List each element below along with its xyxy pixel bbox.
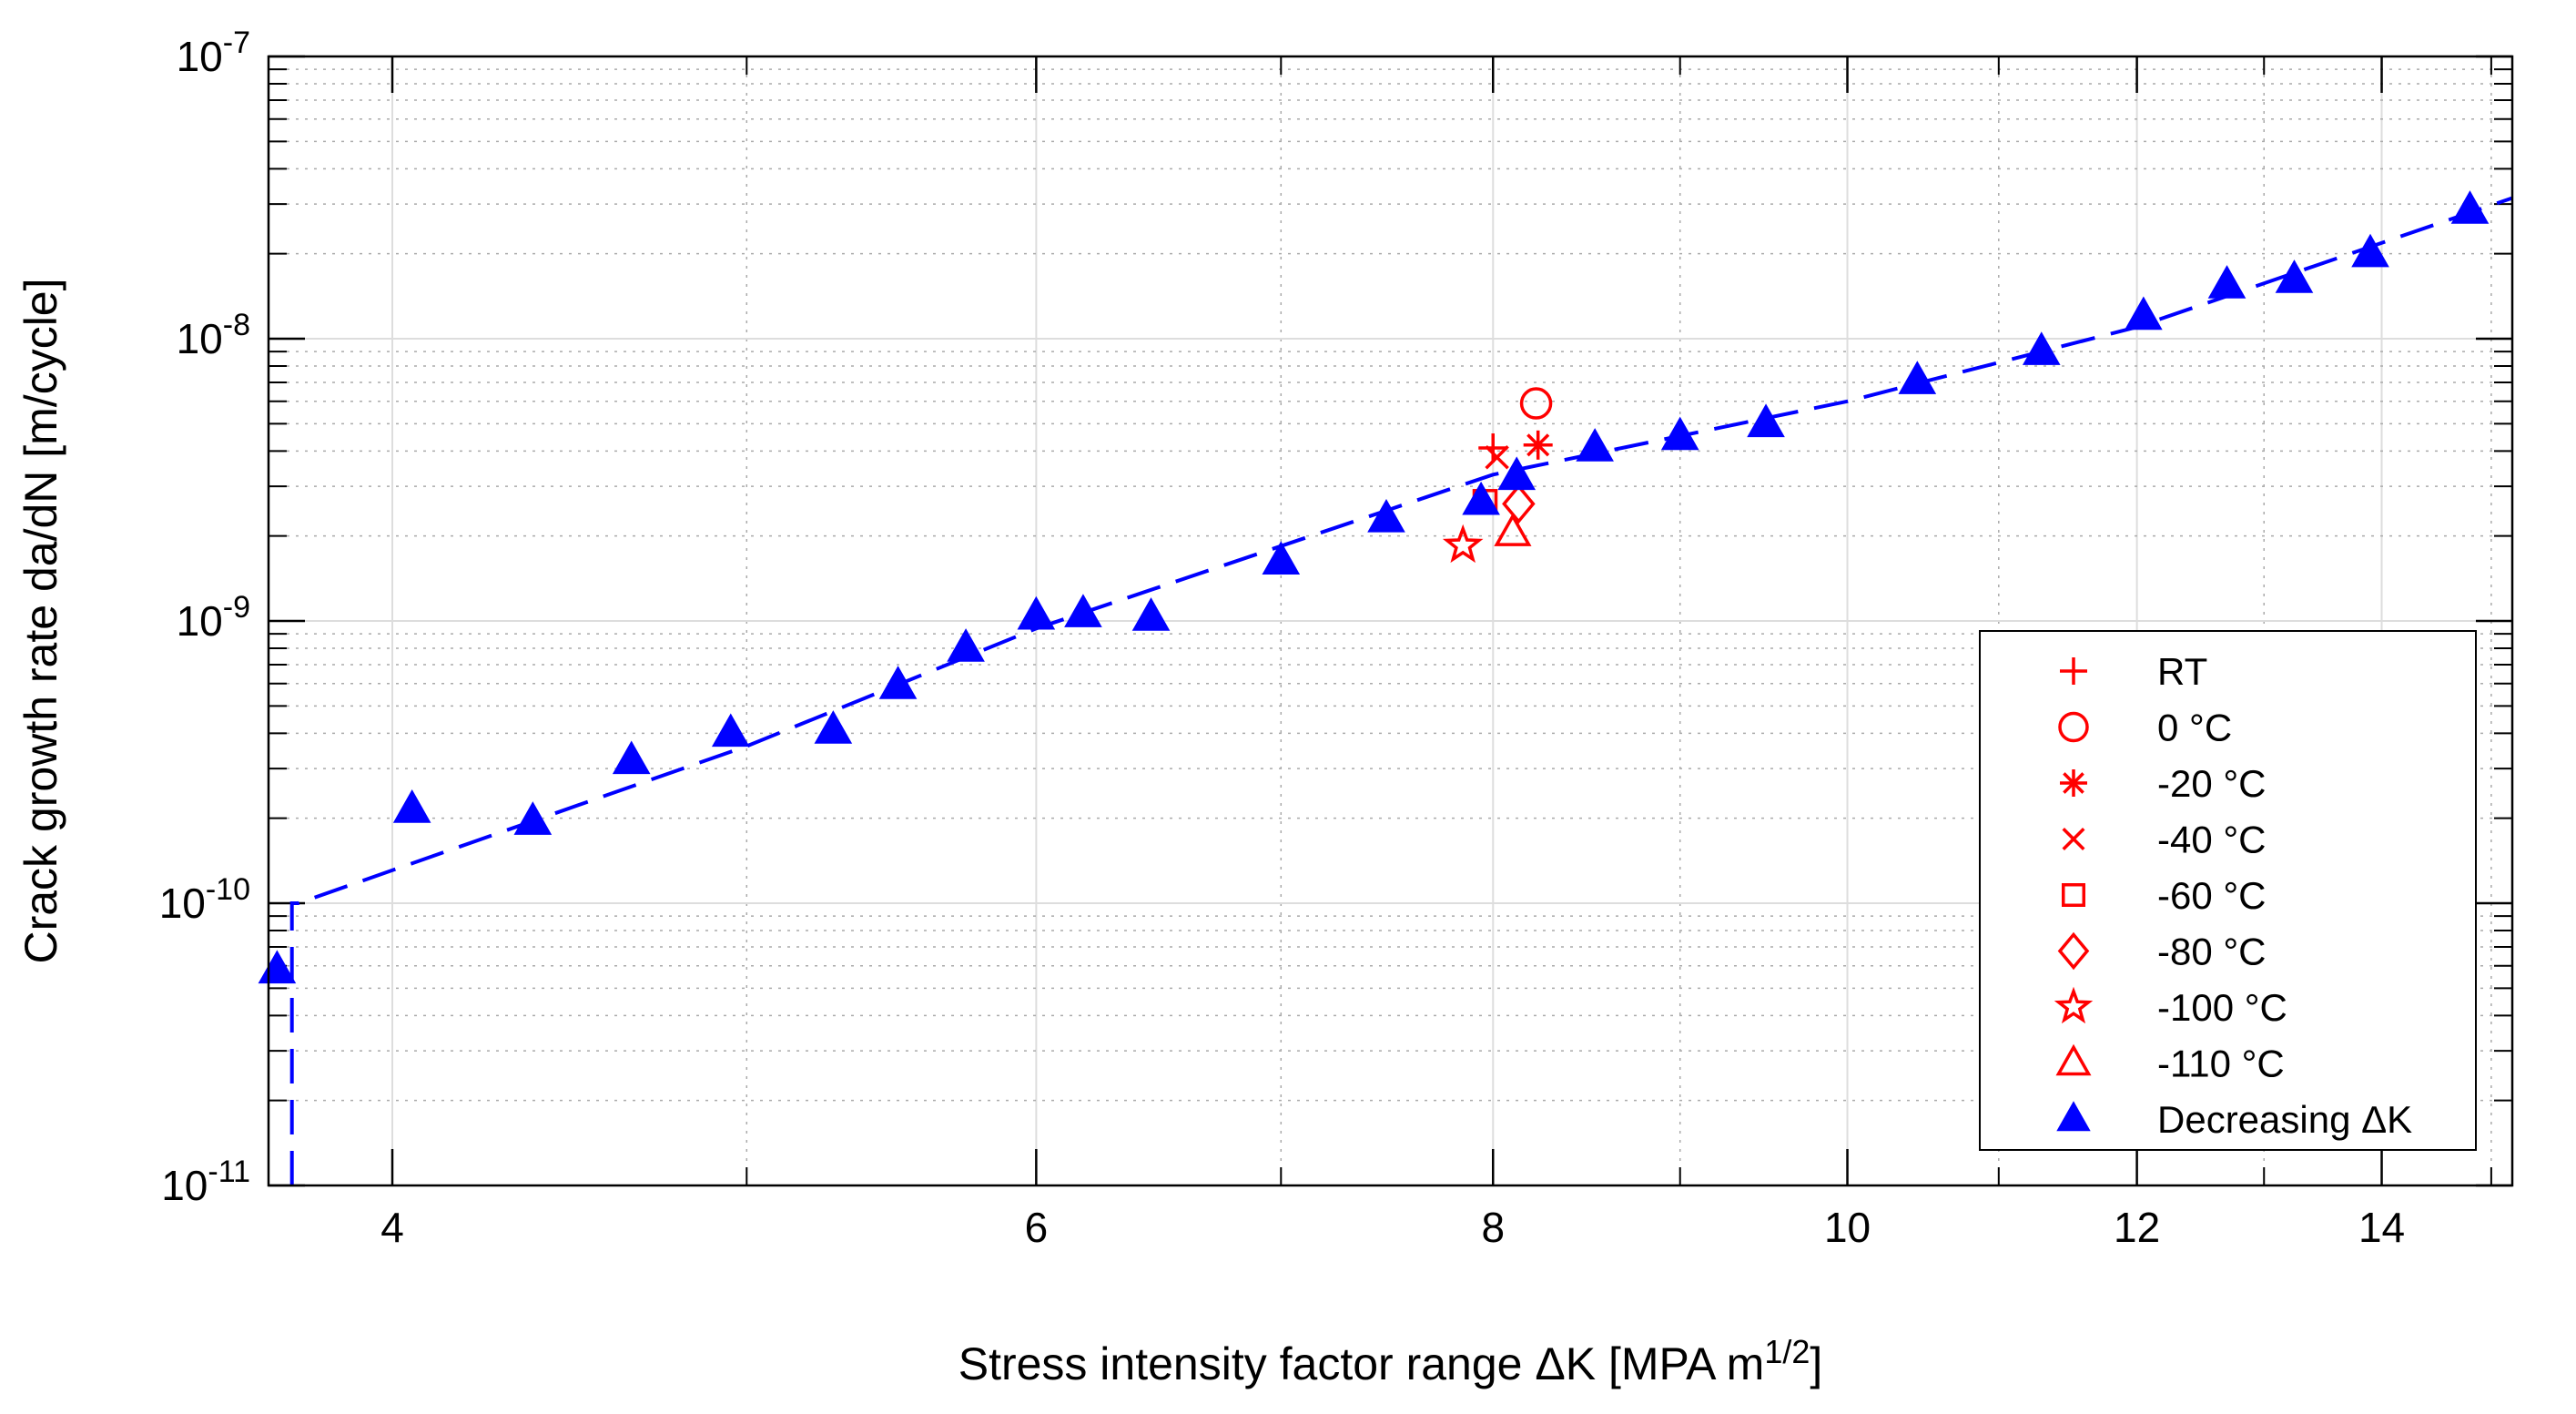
data-point: [814, 710, 853, 744]
data-point: [2125, 296, 2163, 331]
y-tick-label: 10-8: [177, 308, 250, 362]
data-point: [1478, 433, 1508, 463]
legend-entry: -20 °C: [2060, 762, 2267, 805]
data-point: [1660, 416, 1699, 451]
legend-marker: [2054, 986, 2094, 1024]
legend-marker: [2055, 1043, 2092, 1076]
data-point: [1442, 524, 1484, 564]
data-point: [1367, 498, 1405, 533]
data-point: [2207, 265, 2246, 299]
data-point: [392, 789, 431, 823]
y-tick-label: 10-10: [159, 872, 250, 927]
data-point: [1747, 403, 1785, 438]
legend-label: RT: [2157, 650, 2207, 693]
legend-entry: 0 °C: [2058, 707, 2232, 749]
legend: RT 0 °C -20 °C -40 °C -60 °C -80 °C -100 °C -11…: [1979, 630, 2477, 1151]
x-tick-label: 6: [1025, 1204, 1049, 1251]
data-point: [1064, 594, 1102, 627]
data-markers: [258, 190, 2490, 984]
legend-entry: -60 °C: [2062, 874, 2267, 917]
data-point: [2022, 331, 2061, 365]
legend-marker: [2062, 883, 2085, 907]
legend-label: Decreasing ΔK: [2157, 1098, 2412, 1141]
data-point: [1494, 513, 1532, 546]
data-point: [513, 801, 553, 835]
x-tick-labels: 4 6 8 10 12 14: [380, 1204, 2405, 1251]
y-tick-label: 10-7: [177, 25, 250, 80]
data-point: [612, 740, 651, 775]
x-tick-label: 8: [1481, 1204, 1505, 1251]
data-point: [1519, 387, 1553, 420]
legend-entry: -80 °C: [2057, 931, 2267, 973]
legend-label: 0 °C: [2157, 707, 2232, 749]
data-point: [878, 666, 918, 699]
legend-marker: [2057, 931, 2090, 971]
data-point: [1898, 361, 1937, 394]
legend-marker: [2056, 1101, 2091, 1132]
x-tick-label: 4: [380, 1204, 404, 1251]
data-point: [258, 950, 297, 984]
data-point: [2275, 259, 2314, 293]
data-point: [1523, 430, 1553, 460]
data-point: [947, 628, 985, 662]
legend-label: -20 °C: [2157, 762, 2267, 805]
legend-label: -110 °C: [2157, 1043, 2285, 1085]
data-point: [1262, 541, 1301, 575]
legend-label: -40 °C: [2157, 819, 2267, 861]
data-point: [711, 713, 750, 748]
x-tick-label: 14: [2358, 1204, 2405, 1251]
data-point: [2351, 233, 2389, 268]
legend-entry: RT: [2060, 650, 2207, 693]
legend-marker: [2062, 828, 2085, 850]
data-point: [1576, 428, 1614, 462]
data-point: [2450, 190, 2490, 224]
legend-marker: [2060, 657, 2087, 685]
legend-entry: -40 °C: [2062, 819, 2267, 861]
y-tick-labels: 10-11 10-10 10-9 10-8 10-7: [159, 25, 250, 1209]
data-point: [1462, 481, 1500, 515]
legend-label: -100 °C: [2157, 986, 2287, 1029]
data-point: [1131, 597, 1171, 631]
data-point: [1502, 483, 1536, 524]
data-point: [1485, 445, 1509, 470]
legend-marker: [2060, 769, 2087, 797]
data-point: [1017, 595, 1056, 630]
legend-label: -80 °C: [2157, 931, 2267, 973]
x-tick-label: 10: [1824, 1204, 1871, 1251]
y-axis-label: Crack growth rate da/dN [m/cycle]: [15, 278, 66, 963]
plot-frame: [267, 55, 2514, 1187]
x-axis-label: Stress intensity factor range ΔK [MPA m1…: [958, 1333, 1823, 1389]
y-tick-label: 10-11: [161, 1155, 250, 1209]
grid: [269, 56, 2512, 1186]
legend-entry: -100 °C: [2054, 986, 2287, 1029]
legend-label: -60 °C: [2157, 874, 2267, 917]
legend-entry: -110 °C: [2055, 1043, 2285, 1085]
data-point: [1497, 456, 1536, 491]
y-tick-label: 10-9: [177, 590, 250, 645]
legend-entry: Decreasing ΔK: [2056, 1098, 2412, 1141]
legend-marker: [2058, 711, 2089, 743]
x-tick-label: 12: [2114, 1204, 2160, 1251]
